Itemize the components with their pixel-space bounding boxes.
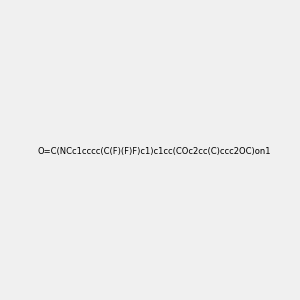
Text: O=C(NCc1cccc(C(F)(F)F)c1)c1cc(COc2cc(C)ccc2OC)on1: O=C(NCc1cccc(C(F)(F)F)c1)c1cc(COc2cc(C)c… — [37, 147, 271, 156]
